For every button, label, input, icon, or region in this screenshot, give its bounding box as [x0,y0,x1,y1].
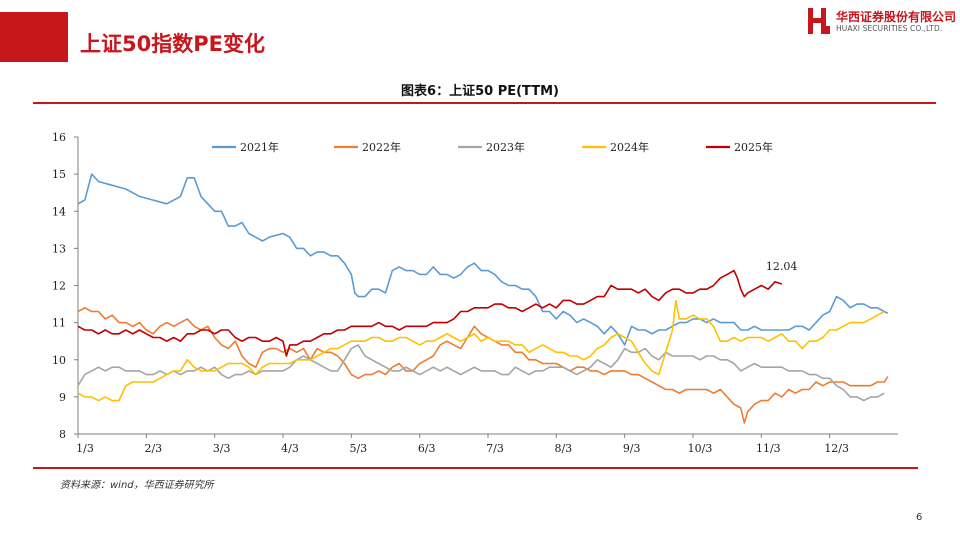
chart-legend: 2021年 2022年 2023年 2024年 2025年 [212,140,773,154]
series-line-2024年 [77,299,885,402]
chart-annotations: 12.04 [766,260,798,273]
chart-title: 图表6：上证50 PE(TTM) [401,84,559,99]
x-tick-label: 7/3 [486,442,504,455]
annotation-label: 12.04 [766,260,798,273]
series-line-2022年 [77,306,889,424]
y-tick-label: 11 [52,317,66,330]
legend-label: 2021年 [240,140,279,154]
logo-company-name-en: HUAXI SECURITIES CO.,LTD. [836,24,943,33]
page-number: 6 [916,512,923,523]
y-tick-label: 14 [52,205,66,218]
x-tick-label: 4/3 [281,442,299,455]
y-tick-label: 10 [52,354,66,367]
legend-label: 2023年 [486,140,525,154]
series-line-2025年 [77,269,783,357]
source-note: 资料来源：wind，华西证券研究所 [60,480,214,491]
page-title: 上证50指数PE变化 [80,32,265,56]
y-axis: 8 9 10 11 12 13 14 15 16 [52,131,79,441]
title-divider [33,102,936,104]
x-tick-label: 6/3 [418,442,436,455]
huaxi-logo-icon [808,8,830,34]
header-accent-bar [0,12,68,62]
legend-label: 2025年 [734,140,773,154]
x-tick-label: 1/3 [76,442,94,455]
y-tick-label: 15 [52,168,66,181]
y-tick-label: 9 [59,391,66,404]
logo-company-name-cn: 华西证券股份有限公司 [836,10,957,24]
x-tick-label: 3/3 [213,442,231,455]
x-tick-label: 8/3 [554,442,572,455]
x-tick-label: 9/3 [623,442,641,455]
series-lines [77,173,889,424]
company-logo: 华西证券股份有限公司 HUAXI SECURITIES CO.,LTD. [808,6,956,38]
x-tick-label: 10/3 [688,442,713,455]
legend-label: 2022年 [362,140,401,154]
y-tick-label: 13 [52,242,66,255]
footer-divider [33,467,918,469]
x-tick-label: 11/3 [756,442,781,455]
legend-label: 2024年 [610,140,649,154]
x-tick-label: 5/3 [349,442,367,455]
series-line-2021年 [77,173,889,346]
y-tick-label: 16 [52,131,66,144]
x-tick-label: 12/3 [824,442,849,455]
x-tick-label: 2/3 [144,442,162,455]
y-tick-label: 12 [52,280,66,293]
x-axis: 1/3 2/3 3/3 4/3 5/3 6/3 7/3 8/3 9/3 10/3 11/3 12/3 [76,433,898,455]
y-tick-label: 8 [59,428,66,441]
series-line-2023年 [77,344,885,402]
